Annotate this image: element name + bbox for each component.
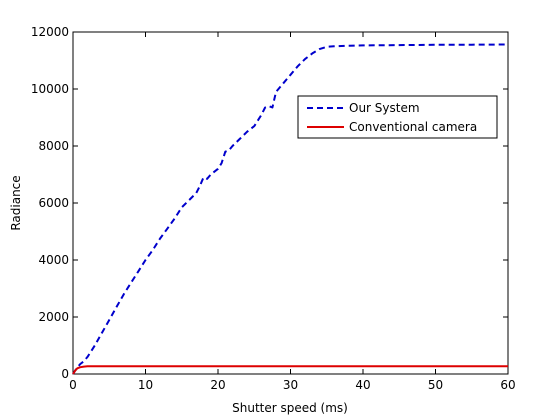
x-tick-label: 40 [355, 378, 370, 392]
series-line-conventional-camera [72, 365, 508, 375]
series-line-our-system [72, 43, 509, 375]
x-tick-label: 10 [138, 378, 153, 392]
y-tick-label: 6000 [38, 196, 69, 210]
x-axis-label: Shutter speed (ms) [232, 401, 348, 415]
x-tick-label: 30 [283, 378, 298, 392]
y-tick-label: 2000 [38, 310, 69, 324]
legend: Our System Conventional camera [297, 95, 498, 139]
x-tick-label: 0 [69, 378, 77, 392]
x-tick-label: 50 [428, 378, 443, 392]
y-tick-label: 10000 [31, 82, 69, 96]
y-axis-label: Radiance [9, 175, 23, 230]
y-tick-label: 12000 [31, 25, 69, 39]
y-tick-label: 8000 [38, 139, 69, 153]
legend-label-our-system: Our System [349, 101, 420, 115]
y-tick-label: 0 [61, 367, 69, 381]
legend-label-conventional-camera: Conventional camera [349, 120, 477, 134]
axis-ticks: 0 10 20 30 40 50 60 0 2000 4000 6000 8000 10000 12000 [31, 25, 516, 392]
x-tick-label: 60 [500, 378, 515, 392]
legend-box [297, 95, 498, 139]
series-lines [72, 43, 509, 375]
x-tick-label: 20 [210, 378, 225, 392]
y-tick-label: 4000 [38, 253, 69, 267]
plot-area [72, 31, 509, 375]
